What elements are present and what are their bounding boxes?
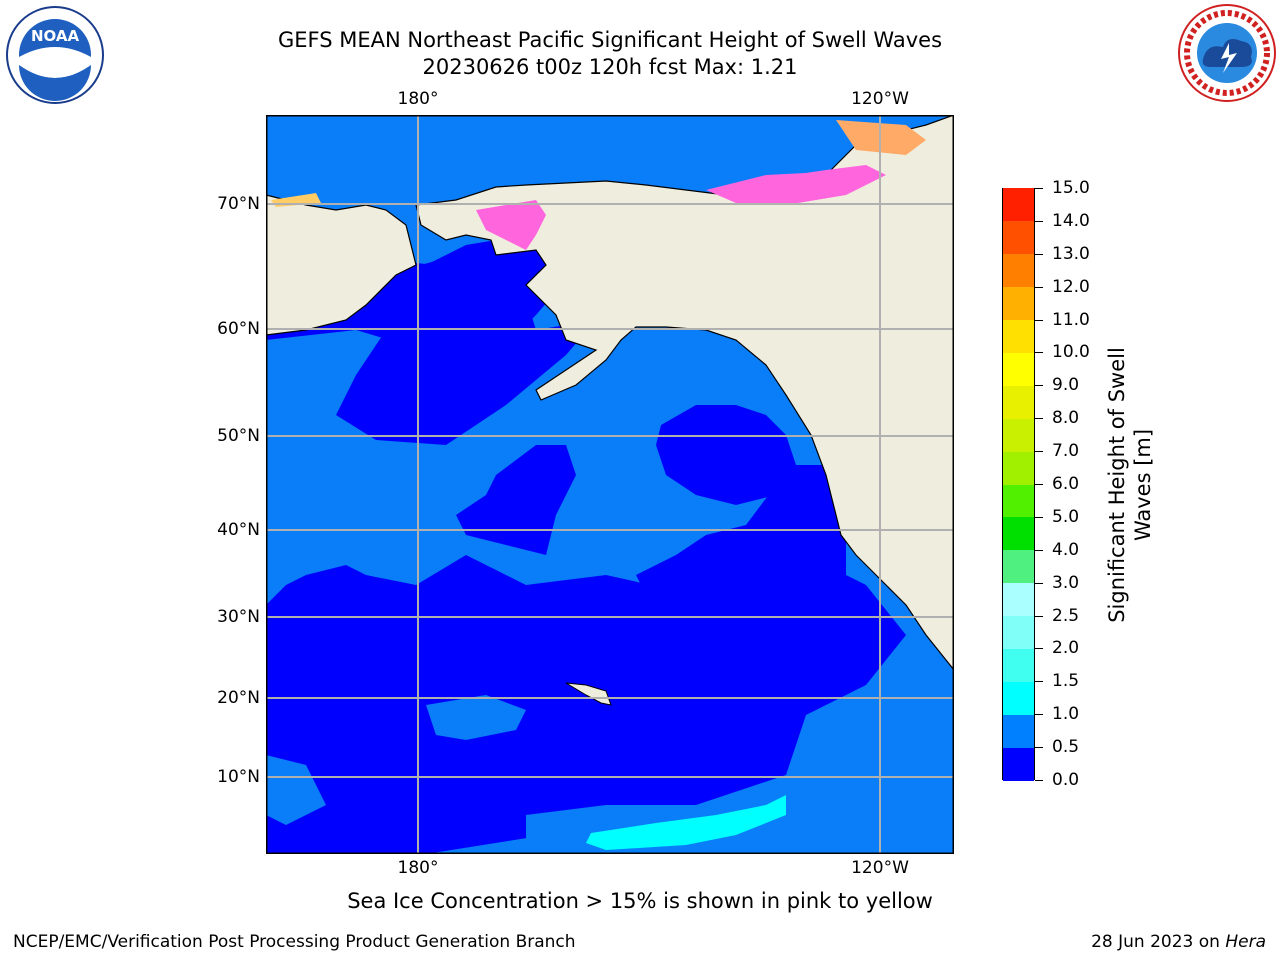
colorbar-tick-label: 13.0 <box>1052 243 1090 264</box>
lat-label-50n: 50°N <box>217 426 260 446</box>
colorbar-band <box>1003 747 1034 781</box>
lon-label-bottom-180: 180° <box>397 858 439 878</box>
lat-label-30n: 30°N <box>217 607 260 627</box>
colorbar-tick-label: 14.0 <box>1052 210 1090 231</box>
colorbar-tick <box>1035 648 1043 650</box>
swell-region-bering <box>416 235 576 365</box>
lat-label-10n: 10°N <box>217 767 260 787</box>
sea-ice-note: Sea Ice Concentration > 15% is shown in … <box>347 889 933 913</box>
colorbar-band <box>1003 188 1034 222</box>
colorbar-title-line1: Significant Height of Swell <box>1105 347 1129 623</box>
colorbar-tick-label: 1.5 <box>1052 671 1080 692</box>
swell-region-midpac <box>266 555 906 854</box>
map-title: GEFS MEAN Northeast Pacific Significant … <box>277 28 943 52</box>
colorbar-tick-label: 2.0 <box>1052 638 1080 659</box>
colorbar-title: Significant Height of Swell Waves [m] <box>1104 347 1156 623</box>
colorbar-tick <box>1035 582 1043 584</box>
colorbar-band <box>1003 385 1034 419</box>
colorbar-band <box>1003 418 1034 452</box>
lat-label-20n: 20°N <box>217 688 260 708</box>
footer-machine: Hera <box>1225 932 1266 952</box>
colorbar-tick-label: 15.0 <box>1052 178 1090 198</box>
colorbar-band <box>1003 582 1034 617</box>
noaa-logo: NOAA <box>5 5 105 105</box>
footer-date: 28 Jun 2023 on Hera <box>1091 932 1266 952</box>
colorbar-band <box>1003 451 1034 485</box>
colorbar-tick-label: 9.0 <box>1052 375 1080 396</box>
sea-ice-arctic <box>706 165 886 205</box>
colorbar-tick <box>1035 615 1043 617</box>
colorbar-tick-label: 4.0 <box>1052 539 1080 560</box>
colorbar-tick-label: 3.0 <box>1052 572 1080 593</box>
colorbar-tick-label: 6.0 <box>1052 474 1080 494</box>
colorbar-tick <box>1035 780 1043 781</box>
map-frame <box>266 115 954 854</box>
swell-region-gulf-east <box>656 405 796 505</box>
colorbar-band <box>1003 286 1034 321</box>
sea-ice-bering <box>476 200 546 250</box>
colorbar-tick <box>1035 549 1043 551</box>
colorbar-tick <box>1035 385 1043 387</box>
colorbar-band <box>1003 648 1034 682</box>
lon-label-bottom-120w: 120°W <box>851 858 909 878</box>
colorbar-tick-label: 1.0 <box>1052 704 1080 725</box>
colorbar-band <box>1003 516 1034 551</box>
colorbar-band <box>1003 220 1034 255</box>
colorbar-band <box>1003 549 1034 584</box>
land-north-america <box>415 114 955 672</box>
colorbar-tick <box>1035 681 1043 683</box>
lon-label-top-120w: 120°W <box>851 89 909 109</box>
colorbar-tick-label: 0.5 <box>1052 737 1080 758</box>
colorbar-tick-label: 7.0 <box>1052 441 1080 462</box>
colorbar-band <box>1003 615 1034 649</box>
noaa-logo-text: NOAA <box>31 27 80 45</box>
colorbar-tick-label: 8.0 <box>1052 408 1080 429</box>
lat-label-70n: 70°N <box>217 194 260 214</box>
colorbar-tick-label: 5.0 <box>1052 506 1080 527</box>
swell-region-npac <box>456 445 576 555</box>
colorbar-tick <box>1035 253 1043 255</box>
colorbar-tick <box>1035 714 1043 716</box>
map-canvas <box>265 114 955 854</box>
colorbar-band <box>1003 352 1034 386</box>
colorbar-tick <box>1035 418 1043 420</box>
land-hawaii <box>565 682 612 706</box>
colorbar-tick <box>1035 451 1043 453</box>
colorbar-band <box>1003 319 1034 353</box>
colorbar-tick-label: 10.0 <box>1052 342 1090 363</box>
colorbar-band <box>1003 253 1034 288</box>
colorbar-tick <box>1035 286 1043 288</box>
colorbar-band <box>1003 714 1034 748</box>
colorbar-tick-label: 2.5 <box>1052 605 1080 626</box>
colorbar-title-line2: Waves [m] <box>1131 428 1155 542</box>
lat-label-60n: 60°N <box>217 319 260 339</box>
colorbar-tick <box>1035 747 1043 749</box>
map-panel <box>265 114 955 854</box>
colorbar-tick <box>1035 319 1043 321</box>
colorbar-band <box>1003 484 1034 518</box>
swell-region-cyan <box>586 795 786 850</box>
footer-branch: NCEP/EMC/Verification Post Processing Pr… <box>13 932 576 952</box>
swell-region-lighter-patch <box>426 695 526 740</box>
map-subtitle: 20230626 t00z 120h fcst Max: 1.21 <box>422 55 798 79</box>
colorbar-band <box>1003 681 1034 715</box>
colorbar-tick <box>1035 188 1043 189</box>
colorbar <box>1002 188 1035 781</box>
footer-date-text: 28 Jun 2023 on <box>1091 932 1226 952</box>
colorbar-tick <box>1035 352 1043 354</box>
colorbar-tick <box>1035 220 1043 222</box>
colorbar-tick-label: 0.0 <box>1052 770 1080 790</box>
lon-label-top-180: 180° <box>397 89 439 109</box>
colorbar-tick <box>1035 516 1043 518</box>
swell-region-lower <box>266 755 326 825</box>
lat-label-40n: 40°N <box>217 520 260 540</box>
colorbar-tick <box>1035 484 1043 485</box>
colorbar-tick-label: 12.0 <box>1052 276 1090 297</box>
colorbar-tick-label: 11.0 <box>1052 309 1090 330</box>
gridlines <box>266 115 954 854</box>
nws-logo <box>1177 3 1277 103</box>
